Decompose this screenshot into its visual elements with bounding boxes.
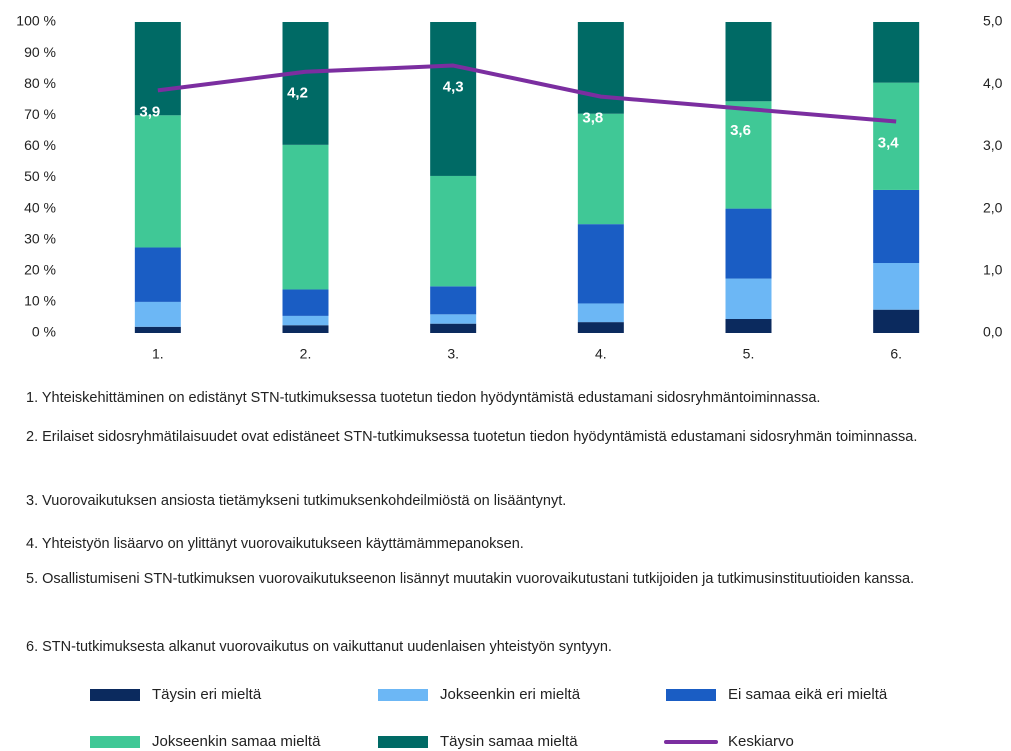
- bar-segment: [725, 319, 772, 333]
- bar-segment: [282, 289, 329, 316]
- bar-segment: [134, 115, 181, 248]
- data-label: 4,3: [443, 79, 464, 96]
- legend-label: Jokseenkin eri mieltä: [440, 686, 581, 703]
- line: [157, 63, 897, 124]
- bar-segment: [577, 303, 624, 323]
- legend-label: Ei samaa eikä eri mieltä: [728, 686, 888, 703]
- legend-swatch: [378, 689, 428, 701]
- y2-tick-label: 2,0: [983, 199, 1003, 215]
- x-tick-label: 2.: [300, 346, 312, 362]
- data-label: 3,6: [730, 122, 751, 139]
- legend-swatch: [666, 689, 716, 701]
- legend-swatch: [90, 689, 140, 701]
- note: 3. Vuorovaikutuksen ansiosta tietämyksen…: [26, 493, 567, 509]
- y-tick-label: 10 %: [24, 293, 56, 309]
- bar-segment: [873, 189, 920, 264]
- y-tick-label: 0 %: [32, 324, 56, 340]
- y2-tick-label: 4,0: [983, 75, 1003, 91]
- y-tick-label: 70 %: [24, 106, 56, 122]
- note: 6. STN-tutkimuksesta alkanut vuorovaikut…: [26, 639, 612, 655]
- bar-segment: [134, 22, 181, 116]
- bar-segment: [577, 113, 624, 225]
- y2-tick-label: 0,0: [983, 324, 1003, 340]
- x-tick-label: 4.: [595, 346, 607, 362]
- legend-label: Jokseenkin samaa mieltä: [152, 733, 321, 750]
- y-tick-label: 60 %: [24, 137, 56, 153]
- x-tick-label: 1.: [152, 346, 164, 362]
- bar-segment: [134, 247, 181, 302]
- bar-segment: [282, 144, 329, 290]
- bar-segment: [134, 326, 181, 333]
- bar-segment: [282, 315, 329, 326]
- bar-segment: [725, 278, 772, 320]
- note: 4. Yhteistyön lisäarvo on ylittänyt vuor…: [26, 536, 524, 552]
- y-tick-label: 80 %: [24, 75, 56, 91]
- note: 5. Osallistumiseni STN-tutkimuksen vuoro…: [26, 571, 915, 587]
- y-tick-label: 20 %: [24, 262, 56, 278]
- bar-segment: [282, 22, 329, 145]
- bar-segment: [873, 309, 920, 333]
- legend-label: Täysin samaa mieltä: [440, 733, 578, 750]
- bar-segment: [873, 22, 920, 83]
- y2-tick-label: 3,0: [983, 137, 1003, 153]
- y-tick-label: 50 %: [24, 168, 56, 184]
- data-label: 3,9: [139, 103, 160, 120]
- bar-segment: [134, 301, 181, 327]
- bar-segment: [430, 323, 477, 333]
- x-tick-label: 3.: [447, 346, 459, 362]
- bar-segment: [577, 224, 624, 304]
- bar-segment: [430, 314, 477, 324]
- legend-label: Täysin eri mieltä: [152, 686, 262, 703]
- bar-segment: [577, 322, 624, 333]
- bar-segment: [282, 325, 329, 333]
- data-label: 3,4: [878, 134, 900, 151]
- x-tick-label: 6.: [890, 346, 902, 362]
- bar-segment: [725, 22, 772, 102]
- bar-segment: [725, 208, 772, 279]
- y-tick-label: 90 %: [24, 44, 56, 60]
- bar-segment: [725, 101, 772, 209]
- bar-segment: [430, 286, 477, 315]
- legend-label: Keskiarvo: [728, 733, 794, 750]
- note: 1. Yhteiskehittäminen on edistänyt STN-t…: [26, 390, 821, 406]
- y-tick-label: 40 %: [24, 199, 56, 215]
- bar-segment: [430, 175, 477, 287]
- bar-segment: [430, 22, 477, 176]
- x-tick-label: 5.: [743, 346, 755, 362]
- legend-swatch: [90, 736, 140, 748]
- bar-segment: [873, 82, 920, 190]
- y2-tick-label: 5,0: [983, 13, 1003, 29]
- data-label: 4,2: [287, 85, 308, 102]
- data-label: 3,8: [582, 110, 603, 127]
- note: 2. Erilaiset sidosryhmätilaisuudet ovat …: [26, 429, 918, 445]
- y-tick-label: 100 %: [16, 13, 56, 29]
- legend-swatch: [378, 736, 428, 748]
- y-tick-label: 30 %: [24, 230, 56, 246]
- bar-segment: [873, 263, 920, 310]
- y2-tick-label: 1,0: [983, 262, 1003, 278]
